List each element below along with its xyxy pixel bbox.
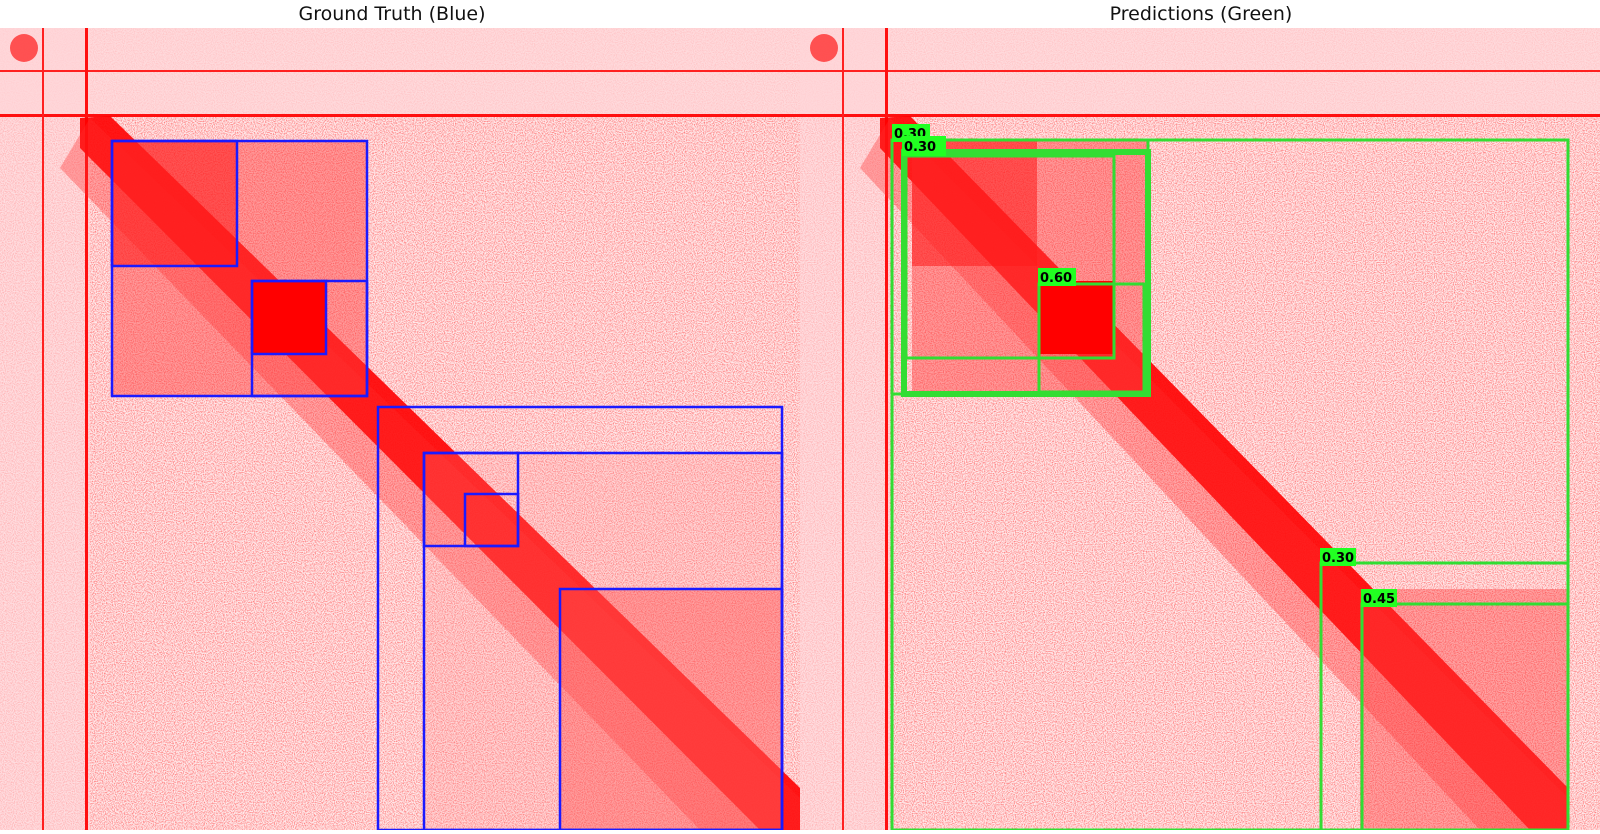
prediction-label: 0.30 bbox=[904, 140, 936, 155]
prediction-label: 0.30 bbox=[1322, 551, 1354, 566]
gt-box bbox=[463, 492, 520, 548]
label-bg bbox=[902, 136, 946, 156]
gt-box bbox=[110, 139, 369, 398]
predictions-panel: 0.30 0.30 0.60 0.30 0.45 bbox=[800, 28, 1600, 832]
pred-box bbox=[904, 154, 1116, 360]
ground-truth-panel bbox=[0, 28, 800, 832]
prediction-label: 0.45 bbox=[1363, 592, 1395, 607]
gt-box bbox=[110, 139, 239, 268]
label-bg bbox=[1361, 589, 1397, 607]
pred-box bbox=[1037, 282, 1146, 394]
pred-box bbox=[901, 149, 1151, 397]
prediction-labels: 0.30 0.30 0.60 0.30 0.45 bbox=[892, 124, 1397, 607]
label-bg bbox=[1038, 268, 1076, 286]
predictions-title: Predictions (Green) bbox=[1109, 3, 1293, 25]
prediction-label: 0.60 bbox=[1040, 271, 1072, 286]
ground-truth-title: Ground Truth (Blue) bbox=[298, 3, 486, 25]
predictions-heatmap: 0.30 0.30 0.60 0.30 0.45 bbox=[800, 28, 1600, 832]
label-bg bbox=[1320, 548, 1356, 566]
ground-truth-heatmap bbox=[0, 28, 800, 832]
gt-box bbox=[250, 279, 328, 356]
